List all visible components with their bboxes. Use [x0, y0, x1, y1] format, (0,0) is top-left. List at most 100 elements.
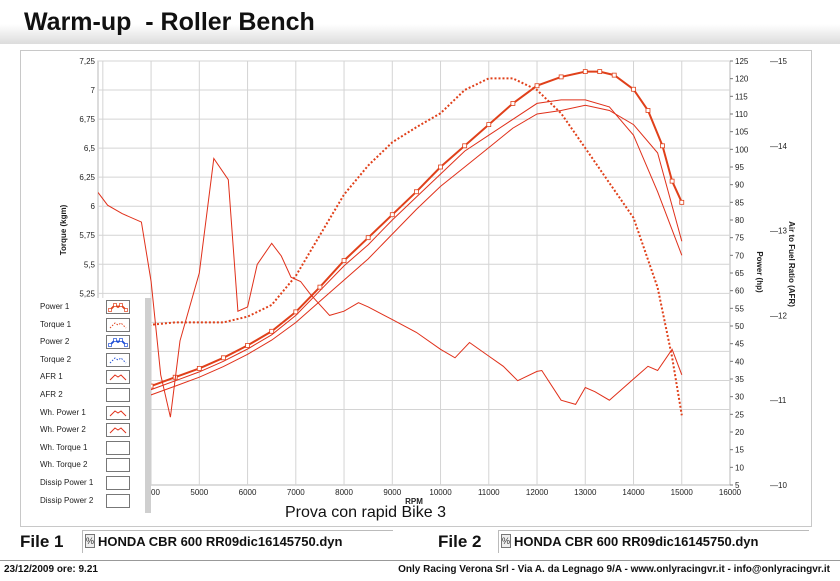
legend-swatch-marker — [124, 343, 128, 348]
power-tick-label: 30 — [735, 393, 744, 402]
footer-company: Only Racing Verona Srl - Via A. da Legna… — [398, 564, 830, 575]
legend-label: AFR 2 — [40, 390, 63, 399]
x-tick-label: 12000 — [526, 488, 549, 497]
data-point — [438, 164, 443, 170]
x-tick-label: 4000 — [142, 488, 160, 497]
legend-item[interactable]: AFR 2 — [28, 388, 138, 404]
legend-item[interactable]: AFR 1 — [28, 370, 138, 386]
x-tick-label: 5000 — [190, 488, 208, 497]
legend-item[interactable]: Wh. Power 1 — [28, 405, 138, 422]
file-icon[interactable]: % — [501, 534, 511, 548]
torque-tick-label: 6,5 — [84, 144, 96, 153]
legend-swatch-marker — [119, 303, 123, 307]
data-point — [414, 189, 419, 195]
legend-swatch-marker — [119, 338, 123, 343]
legend-swatch[interactable] — [106, 335, 130, 350]
legend-swatch[interactable] — [106, 370, 130, 385]
legend-swatch[interactable] — [106, 458, 130, 473]
legend-swatch-icon — [109, 357, 127, 364]
legend-swatch[interactable] — [106, 493, 130, 508]
legend-label: Wh. Torque 1 — [40, 442, 88, 452]
data-point — [365, 235, 371, 241]
legend-swatch[interactable] — [106, 423, 130, 438]
chart-note: Prova con rapid Bike 3 — [285, 504, 446, 521]
data-point — [669, 178, 675, 184]
legend-item[interactable]: Wh. Torque 2 — [28, 458, 138, 474]
afr-tick-label: —12 — [770, 311, 787, 320]
legend-swatch-line — [109, 427, 127, 434]
legend-item[interactable]: Torque 1 — [28, 317, 138, 334]
legend-swatch-line — [109, 374, 127, 381]
legend-swatch[interactable] — [106, 405, 130, 420]
legend-item[interactable]: Wh. Power 2 — [28, 423, 138, 439]
power-tick-label: 115 — [735, 92, 748, 101]
legend-swatch-marker — [108, 343, 112, 348]
power-tick-label: 55 — [735, 304, 744, 313]
data-point — [558, 74, 564, 80]
legend-swatch[interactable] — [106, 440, 130, 455]
data-point — [534, 83, 540, 89]
legend-swatch-line — [109, 303, 127, 311]
power-tick-label: 85 — [735, 198, 744, 207]
legend-label: Torque 1 — [40, 319, 72, 329]
legend-swatch[interactable] — [106, 352, 130, 367]
power-tick-label: 5 — [735, 481, 740, 490]
data-point — [486, 122, 492, 127]
torque-tick-label: 6,75 — [79, 115, 95, 124]
legend-item[interactable]: Power 2 — [28, 335, 138, 351]
file-icon[interactable]: % — [85, 534, 95, 548]
power-tick-label: 20 — [735, 428, 744, 437]
footer-timestamp: 23/12/2009 ore: 9.21 — [4, 564, 98, 575]
legend-item[interactable]: Wh. Torque 1 — [28, 440, 138, 457]
power-tick-label: 95 — [735, 163, 744, 172]
legend-swatch[interactable] — [106, 317, 130, 332]
power-tick-label: 40 — [735, 357, 744, 366]
data-point — [221, 355, 226, 361]
x-tick-label: 10000 — [429, 488, 452, 497]
power-tick-label: 75 — [735, 234, 744, 243]
series-wh-power-2 — [98, 99, 683, 415]
legend-swatch[interactable] — [106, 476, 130, 490]
legend-item[interactable]: Power 1 — [28, 300, 138, 316]
data-point — [645, 108, 651, 113]
torque-tick-label: 7,25 — [79, 57, 95, 66]
afr-tick-label: —14 — [770, 142, 787, 151]
y-axis-label-power: Power (hp) — [755, 251, 764, 293]
torque-tick-label: 6,25 — [79, 173, 95, 182]
power-tick-label: 15 — [735, 446, 744, 455]
legend-swatch-icon — [109, 321, 127, 328]
afr-tick-label: —15 — [770, 57, 787, 66]
file2-box[interactable]: % HONDA CBR 600 RR09dic16145750.dyn — [498, 530, 809, 553]
power-tick-label: 10 — [735, 463, 744, 472]
legend-swatch-marker — [113, 303, 117, 307]
power-tick-label: 50 — [735, 322, 744, 331]
power-tick-label: 60 — [735, 287, 744, 296]
file1-box[interactable]: % HONDA CBR 600 RR09dic16145750.dyn — [82, 530, 393, 553]
legend-swatch-icon — [108, 338, 128, 348]
torque-tick-label: 5,5 — [84, 260, 96, 269]
legend-swatch-icon — [109, 427, 127, 434]
torque-tick-label: 7 — [91, 86, 96, 95]
legend-item[interactable]: Dissip Power 1 — [28, 476, 138, 492]
legend-item[interactable]: Dissip Power 2 — [28, 493, 138, 510]
afr-tick-label: —11 — [770, 396, 787, 405]
data-point — [611, 72, 617, 78]
x-tick-label: 16000 — [719, 488, 742, 497]
data-point — [679, 199, 685, 205]
plot-area — [97, 60, 731, 486]
data-point — [660, 143, 665, 149]
x-axis-label: RPM — [405, 497, 423, 506]
chart-title: Warm-up - Roller Bench — [24, 8, 315, 36]
x-tick-label: 11000 — [478, 488, 500, 497]
legend-label: Wh. Power 2 — [40, 425, 86, 435]
x-tick-label: 7000 — [287, 488, 305, 497]
legend-swatch[interactable] — [106, 388, 130, 402]
data-point — [510, 101, 516, 106]
power-tick-label: 45 — [735, 340, 744, 349]
legend-swatch-marker — [113, 338, 117, 343]
legend-item[interactable]: Torque 2 — [28, 352, 138, 369]
power-tick-label: 100 — [735, 145, 749, 154]
data-point — [269, 328, 275, 334]
legend-swatch[interactable] — [106, 300, 130, 314]
